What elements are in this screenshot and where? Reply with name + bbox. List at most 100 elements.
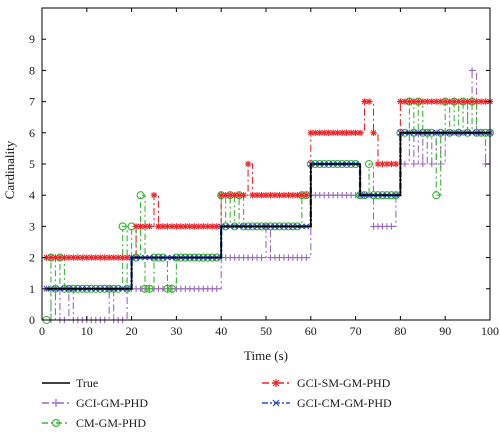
data-point-gci-sm-gm-phd xyxy=(338,129,346,136)
x-tick-label: 70 xyxy=(350,324,362,338)
data-point-gci-sm-gm-phd xyxy=(392,160,400,168)
legend-label-gci-sm-gm-phd: GCI-SM-GM-PHD xyxy=(297,376,391,390)
legend-item-gci-cm-gm-phd: GCI-CM-GM-PHD xyxy=(262,396,392,410)
series-gci-sm-gm-phd xyxy=(43,98,494,261)
y-tick-label: 1 xyxy=(29,282,35,296)
data-point-cm-gm-phd xyxy=(167,284,176,293)
y-tick-label: 0 xyxy=(29,313,35,327)
y-tick-label: 4 xyxy=(29,188,35,202)
data-point-gci-sm-gm-phd xyxy=(464,98,471,105)
data-point-gci-gm-phd xyxy=(213,285,220,292)
data-point-gci-sm-gm-phd xyxy=(397,98,404,105)
data-point-gci-sm-gm-phd xyxy=(61,254,68,261)
data-point-gci-sm-gm-phd xyxy=(374,160,382,168)
x-tick-label: 10 xyxy=(81,324,93,338)
data-point-gci-sm-gm-phd xyxy=(347,129,355,136)
data-point-gci-sm-gm-phd xyxy=(92,254,99,261)
legend-marker-gci-sm-gm-phd xyxy=(272,379,280,387)
data-point-cm-gm-phd xyxy=(140,284,150,293)
legend-label-true: True xyxy=(76,376,98,390)
data-point-gci-sm-gm-phd xyxy=(262,192,270,199)
data-point-gci-sm-gm-phd xyxy=(307,129,314,136)
legend-item-cm-gm-phd: CM-GM-PHD xyxy=(42,416,146,430)
data-point-gci-sm-gm-phd xyxy=(155,223,162,230)
data-point-gci-sm-gm-phd xyxy=(235,192,243,199)
data-point-gci-sm-gm-phd xyxy=(74,254,82,261)
data-point-gci-sm-gm-phd xyxy=(114,254,122,261)
data-point-gci-sm-gm-phd xyxy=(182,223,189,230)
data-point-gci-sm-gm-phd xyxy=(231,192,238,199)
data-point-gci-sm-gm-phd xyxy=(253,192,261,199)
data-point-gci-sm-gm-phd xyxy=(258,192,265,199)
data-point-gci-sm-gm-phd xyxy=(65,254,73,261)
data-point-gci-sm-gm-phd xyxy=(222,192,229,199)
data-point-gci-sm-gm-phd xyxy=(218,192,225,199)
data-point-gci-sm-gm-phd xyxy=(330,129,337,136)
data-point-gci-sm-gm-phd xyxy=(110,254,117,261)
data-point-gci-sm-gm-phd xyxy=(204,223,211,230)
data-point-gci-sm-gm-phd xyxy=(365,98,373,105)
y-tick-label: 3 xyxy=(29,219,35,233)
data-point-gci-sm-gm-phd xyxy=(146,223,153,230)
data-point-gci-sm-gm-phd xyxy=(419,98,426,105)
series-gci-cm-gm-phd xyxy=(43,129,493,292)
x-tick-label: 90 xyxy=(439,324,451,338)
data-point-gci-sm-gm-phd xyxy=(244,160,252,168)
data-point-gci-sm-gm-phd xyxy=(468,98,476,105)
data-point-gci-sm-gm-phd xyxy=(177,223,185,230)
data-point-gci-gm-phd xyxy=(419,160,426,168)
data-point-gci-sm-gm-phd xyxy=(450,98,458,105)
data-point-cm-gm-phd xyxy=(118,222,127,231)
data-point-gci-gm-phd xyxy=(428,160,435,168)
data-point-gci-sm-gm-phd xyxy=(123,254,131,261)
data-point-gci-sm-gm-phd xyxy=(361,98,368,105)
data-point-gci-sm-gm-phd xyxy=(401,98,409,105)
data-point-gci-sm-gm-phd xyxy=(132,223,140,230)
data-point-gci-sm-gm-phd xyxy=(442,98,449,105)
data-point-gci-sm-gm-phd xyxy=(406,98,413,105)
data-point-gci-sm-gm-phd xyxy=(294,192,301,199)
data-point-gci-sm-gm-phd xyxy=(383,160,391,168)
data-point-gci-sm-gm-phd xyxy=(88,254,95,261)
data-point-gci-sm-gm-phd xyxy=(43,254,50,261)
data-point-gci-sm-gm-phd xyxy=(106,254,113,261)
data-point-gci-sm-gm-phd xyxy=(159,223,167,230)
data-point-gci-sm-gm-phd xyxy=(168,223,176,230)
data-point-gci-sm-gm-phd xyxy=(325,129,332,136)
data-point-cm-gm-phd xyxy=(136,191,145,200)
legend-item-gci-sm-gm-phd: GCI-SM-GM-PHD xyxy=(262,376,391,390)
x-tick-label: 20 xyxy=(126,324,138,338)
data-point-gci-sm-gm-phd xyxy=(150,192,158,199)
data-point-gci-sm-gm-phd xyxy=(477,98,485,105)
x-tick-label: 80 xyxy=(394,324,406,338)
data-point-gci-sm-gm-phd xyxy=(285,192,292,199)
data-point-gci-sm-gm-phd xyxy=(119,254,126,261)
data-point-gci-sm-gm-phd xyxy=(437,98,444,105)
data-point-gci-sm-gm-phd xyxy=(249,192,256,199)
data-point-gci-sm-gm-phd xyxy=(303,192,310,199)
legend-marker-gci-cm-gm-phd xyxy=(272,399,280,407)
data-point-gci-sm-gm-phd xyxy=(356,129,364,136)
data-point-gci-sm-gm-phd xyxy=(56,254,64,261)
data-point-cm-gm-phd xyxy=(163,284,172,293)
legend-item-true: True xyxy=(42,376,98,390)
data-point-gci-sm-gm-phd xyxy=(276,192,283,199)
y-tick-label: 8 xyxy=(29,63,35,77)
legend-label-gci-cm-gm-phd: GCI-CM-GM-PHD xyxy=(297,396,392,410)
data-point-gci-sm-gm-phd xyxy=(433,98,440,105)
x-tick-label: 50 xyxy=(260,324,272,338)
y-axis-label: Cardinality xyxy=(2,140,17,199)
data-point-gci-sm-gm-phd xyxy=(195,223,202,230)
x-tick-label: 60 xyxy=(305,324,317,338)
data-point-gci-gm-phd xyxy=(401,160,409,168)
y-tick-label: 7 xyxy=(29,95,35,109)
data-point-gci-sm-gm-phd xyxy=(191,223,198,230)
axes: 0 10 20 30 40 50 60 70 80 90 100 0 1 2 3 4 5 6 7 8 9 xyxy=(29,7,499,338)
data-point-gci-sm-gm-phd xyxy=(226,192,234,199)
data-point-gci-sm-gm-phd xyxy=(137,223,144,230)
data-point-gci-sm-gm-phd xyxy=(316,129,323,136)
data-point-gci-sm-gm-phd xyxy=(455,98,462,105)
data-point-gci-sm-gm-phd xyxy=(379,160,386,168)
data-point-gci-sm-gm-phd xyxy=(101,254,108,261)
data-point-cm-gm-phd xyxy=(145,284,154,293)
